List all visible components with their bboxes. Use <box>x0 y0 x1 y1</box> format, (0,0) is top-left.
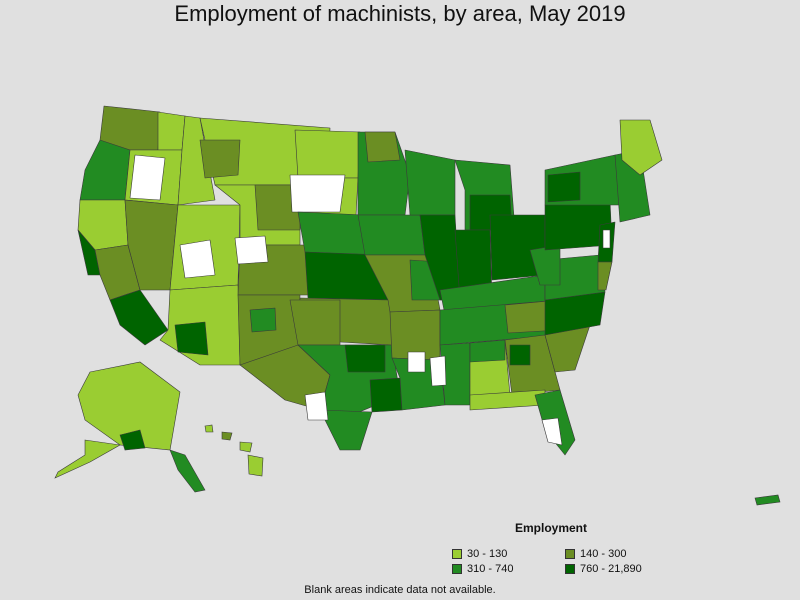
region-new-mexico-albuquerque <box>249 307 277 333</box>
region-alabama-north <box>469 339 506 363</box>
region-idaho-nodata <box>129 154 166 201</box>
region-oregon-west <box>79 139 131 201</box>
region-iowa <box>357 214 426 256</box>
region-louisiana-nodata <box>407 351 426 373</box>
region-north-dakota <box>294 129 361 179</box>
region-south-dakota-nodata <box>289 174 346 213</box>
hawaii <box>204 424 264 477</box>
region-california-south <box>109 289 169 346</box>
legend-label: 310 - 740 <box>467 563 514 575</box>
region-wyoming-east <box>254 184 301 231</box>
alaska <box>54 361 206 493</box>
legend-item-310-740: 310 - 740 <box>452 563 513 575</box>
region-maine <box>619 119 663 176</box>
region-delmarva <box>597 261 613 291</box>
region-florida-nodata <box>541 417 563 446</box>
region-minnesota-north <box>364 131 401 163</box>
region-texas-dfw <box>344 344 386 373</box>
region-nevada <box>124 199 179 291</box>
legend-item-30-130: 30 - 130 <box>452 548 507 560</box>
region-colorado-nodata <box>234 235 269 265</box>
region-montana-central <box>199 139 241 179</box>
region-hawaii-oahu <box>221 431 233 441</box>
region-texas-houston <box>369 377 403 413</box>
region-texas-panhandle <box>289 299 341 346</box>
region-new-york-west <box>547 171 581 203</box>
region-nebraska <box>297 211 369 256</box>
map-title: Employment of machinists, by area, May 2… <box>174 1 626 26</box>
legend-item-140-300: 140 - 300 <box>565 548 626 560</box>
legend-swatch <box>452 549 462 559</box>
legend-label: 140 - 300 <box>580 548 627 560</box>
legend-label: 30 - 130 <box>467 548 508 560</box>
region-georgia-atlanta <box>509 344 531 366</box>
legend-item-760-21890: 760 - 21,890 <box>565 563 642 575</box>
legend-swatch <box>565 549 575 559</box>
region-wisconsin <box>404 149 456 216</box>
region-hawaii-big-island <box>247 454 264 477</box>
region-alaska-southeast <box>169 449 206 493</box>
legend-swatch <box>565 564 575 574</box>
legend-label: 760 - 21,890 <box>580 563 642 575</box>
contiguous-us <box>77 105 663 456</box>
legend-swatch <box>452 564 462 574</box>
region-hawaii-maui <box>239 441 253 453</box>
region-alaska-peninsula <box>54 439 121 479</box>
region-mid-atlantic-nodata <box>602 229 611 249</box>
region-idaho <box>177 115 216 206</box>
region-texas-south <box>319 409 373 451</box>
region-puerto-rico <box>754 494 781 506</box>
region-hawaii-kauai <box>204 424 214 433</box>
region-alaska-anchorage <box>119 429 146 451</box>
region-washington-east <box>157 111 186 151</box>
puerto-rico <box>754 494 781 506</box>
legend-title: Employment <box>515 521 588 535</box>
region-arizona-phoenix <box>174 321 209 356</box>
footnote: Blank areas indicate data not available. <box>304 584 496 596</box>
region-utah-nodata <box>179 239 216 279</box>
region-texas-nodata <box>304 391 329 421</box>
region-mississippi-nodata <box>429 355 447 387</box>
